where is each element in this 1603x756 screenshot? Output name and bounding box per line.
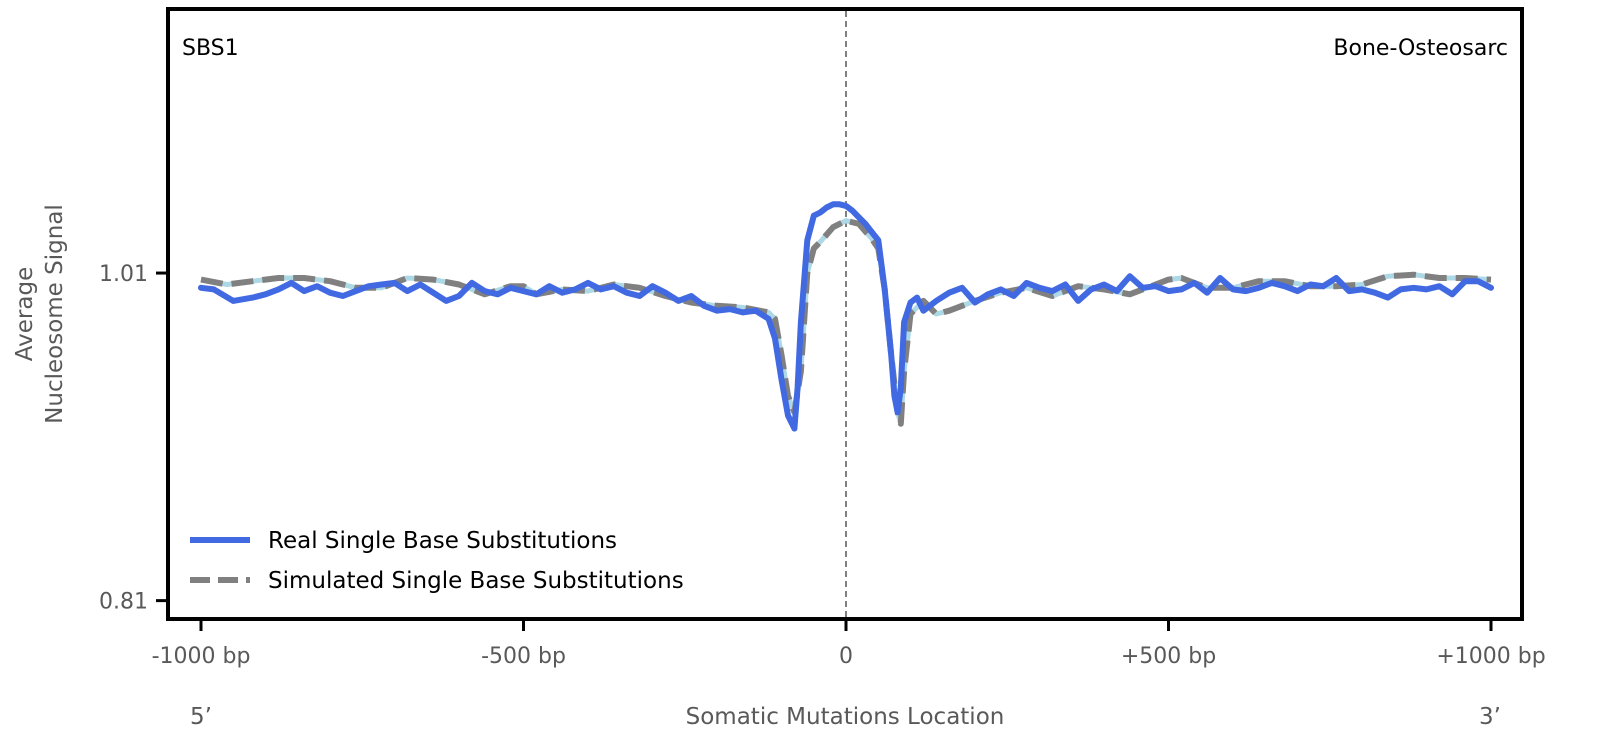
y-tick-label: 0.81 xyxy=(99,590,148,615)
series-layer xyxy=(198,201,1494,432)
x-tick-label: -1000 bp xyxy=(152,644,251,669)
signature-label: SBS1 xyxy=(182,36,239,61)
x-axis-ticks: -1000 bp -500 bp 0 +500 bp +1000 bp xyxy=(152,621,1546,669)
series-real-line xyxy=(198,201,1494,432)
cancer-type-label: Bone-Osteosarc xyxy=(1333,36,1508,61)
y-axis-ticks: 1.01 0.81 xyxy=(99,262,166,615)
y-axis-title-line2: Nucleosome Signal xyxy=(42,204,68,424)
legend-simulated-label: Simulated Single Base Substitutions xyxy=(268,568,684,594)
strand-5prime-label: 5’ xyxy=(190,704,212,730)
strand-3prime-label: 3’ xyxy=(1479,704,1501,730)
y-axis-title-line1: Average xyxy=(12,267,38,361)
x-axis-title: Somatic Mutations Location xyxy=(686,704,1005,730)
x-tick-label: +500 bp xyxy=(1121,644,1216,669)
legend-real-label: Real Single Base Substitutions xyxy=(268,528,617,554)
x-tick-label: -500 bp xyxy=(481,644,566,669)
legend: Real Single Base Substitutions Simulated… xyxy=(190,528,684,594)
x-tick-label: 0 xyxy=(839,644,853,669)
x-tick-label: +1000 bp xyxy=(1436,644,1545,669)
y-tick-label: 1.01 xyxy=(99,262,148,287)
